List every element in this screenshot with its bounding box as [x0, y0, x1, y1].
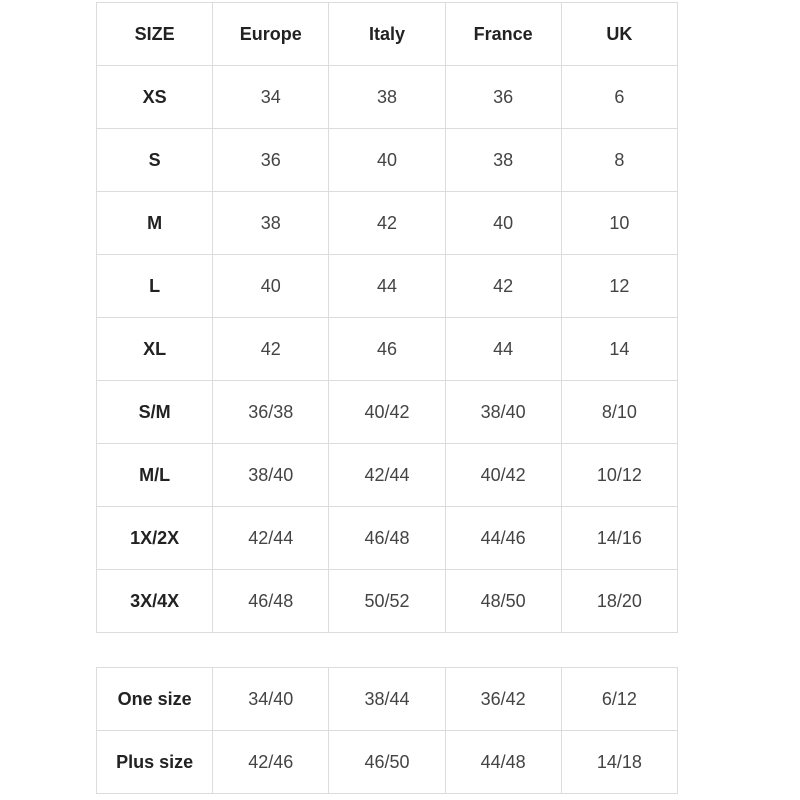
table-cell: 38/44: [328, 667, 446, 731]
table-row: S 36 40 38 8: [95, 128, 679, 192]
table-cell: 46: [328, 317, 446, 381]
table-cell: 38: [444, 128, 562, 192]
header-cell: L: [95, 254, 214, 318]
table-row: XL 42 46 44 14: [95, 317, 679, 381]
table-cell: 8: [560, 128, 679, 192]
table-cell: 8/10: [560, 380, 679, 444]
header-cell: One size: [95, 667, 214, 731]
table-row: 3X/4X 46/48 50/52 48/50 18/20: [95, 569, 679, 633]
table-cell: 46/48: [328, 506, 446, 570]
header-cell: UK: [560, 2, 679, 66]
table-cell: 38: [212, 191, 330, 255]
table-cell: 42/46: [212, 730, 330, 794]
table-cell: 44: [328, 254, 446, 318]
table-cell: 44/48: [444, 730, 562, 794]
table-cell: 38/40: [212, 443, 330, 507]
table-cell: 40/42: [444, 443, 562, 507]
size-table: SIZE Europe Italy France UK XS 34 38 36 6 S 36 40 38 8…: [95, 2, 679, 633]
table-cell: 40: [212, 254, 330, 318]
table-cell: 38/40: [444, 380, 562, 444]
header-cell: M: [95, 191, 214, 255]
table-cell: 6/12: [560, 667, 679, 731]
table-cell: 36: [212, 128, 330, 192]
table-cell: 42/44: [212, 506, 330, 570]
header-cell: SIZE: [95, 2, 214, 66]
table-cell: 42/44: [328, 443, 446, 507]
table-row: XS 34 38 36 6: [95, 65, 679, 129]
header-cell: 1X/2X: [95, 506, 214, 570]
table-cell: 34: [212, 65, 330, 129]
table-cell: 44/46: [444, 506, 562, 570]
table-cell: 18/20: [560, 569, 679, 633]
table-cell: 42: [444, 254, 562, 318]
header-cell: Italy: [328, 2, 446, 66]
header-cell: 3X/4X: [95, 569, 214, 633]
table-row: SIZE Europe Italy France UK: [95, 2, 679, 66]
table-cell: 46/48: [212, 569, 330, 633]
header-cell: S: [95, 128, 214, 192]
header-cell: Europe: [212, 2, 330, 66]
header-cell: XS: [95, 65, 214, 129]
header-cell: M/L: [95, 443, 214, 507]
table-cell: 38: [328, 65, 446, 129]
table-cell: 44: [444, 317, 562, 381]
table-cell: 34/40: [212, 667, 330, 731]
table-cell: 40: [444, 191, 562, 255]
table-cell: 48/50: [444, 569, 562, 633]
table-row: One size 34/40 38/44 36/42 6/12: [95, 667, 679, 731]
table-row: M/L 38/40 42/44 40/42 10/12: [95, 443, 679, 507]
table-row: L 40 44 42 12: [95, 254, 679, 318]
header-cell: France: [444, 2, 562, 66]
table-cell: 46/50: [328, 730, 446, 794]
table-cell: 6: [560, 65, 679, 129]
table-cell: 40/42: [328, 380, 446, 444]
table-cell: 10/12: [560, 443, 679, 507]
table-row: Plus size 42/46 46/50 44/48 14/18: [95, 730, 679, 794]
table-cell: 14/18: [560, 730, 679, 794]
table-cell: 40: [328, 128, 446, 192]
table-cell: 12: [560, 254, 679, 318]
header-cell: XL: [95, 317, 214, 381]
table-cell: 50/52: [328, 569, 446, 633]
header-cell: S/M: [95, 380, 214, 444]
table-cell: 14/16: [560, 506, 679, 570]
table-cell: 42: [328, 191, 446, 255]
table-cell: 36/38: [212, 380, 330, 444]
table-row: M 38 42 40 10: [95, 191, 679, 255]
table-row: S/M 36/38 40/42 38/40 8/10: [95, 380, 679, 444]
table-cell: 36: [444, 65, 562, 129]
table-cell: 10: [560, 191, 679, 255]
table-cell: 36/42: [444, 667, 562, 731]
table-cell: 42: [212, 317, 330, 381]
table-row: 1X/2X 42/44 46/48 44/46 14/16: [95, 506, 679, 570]
header-cell: Plus size: [95, 730, 214, 794]
table-cell: 14: [560, 317, 679, 381]
special-size-table: One size 34/40 38/44 36/42 6/12 Plus size 42/4…: [95, 667, 679, 794]
